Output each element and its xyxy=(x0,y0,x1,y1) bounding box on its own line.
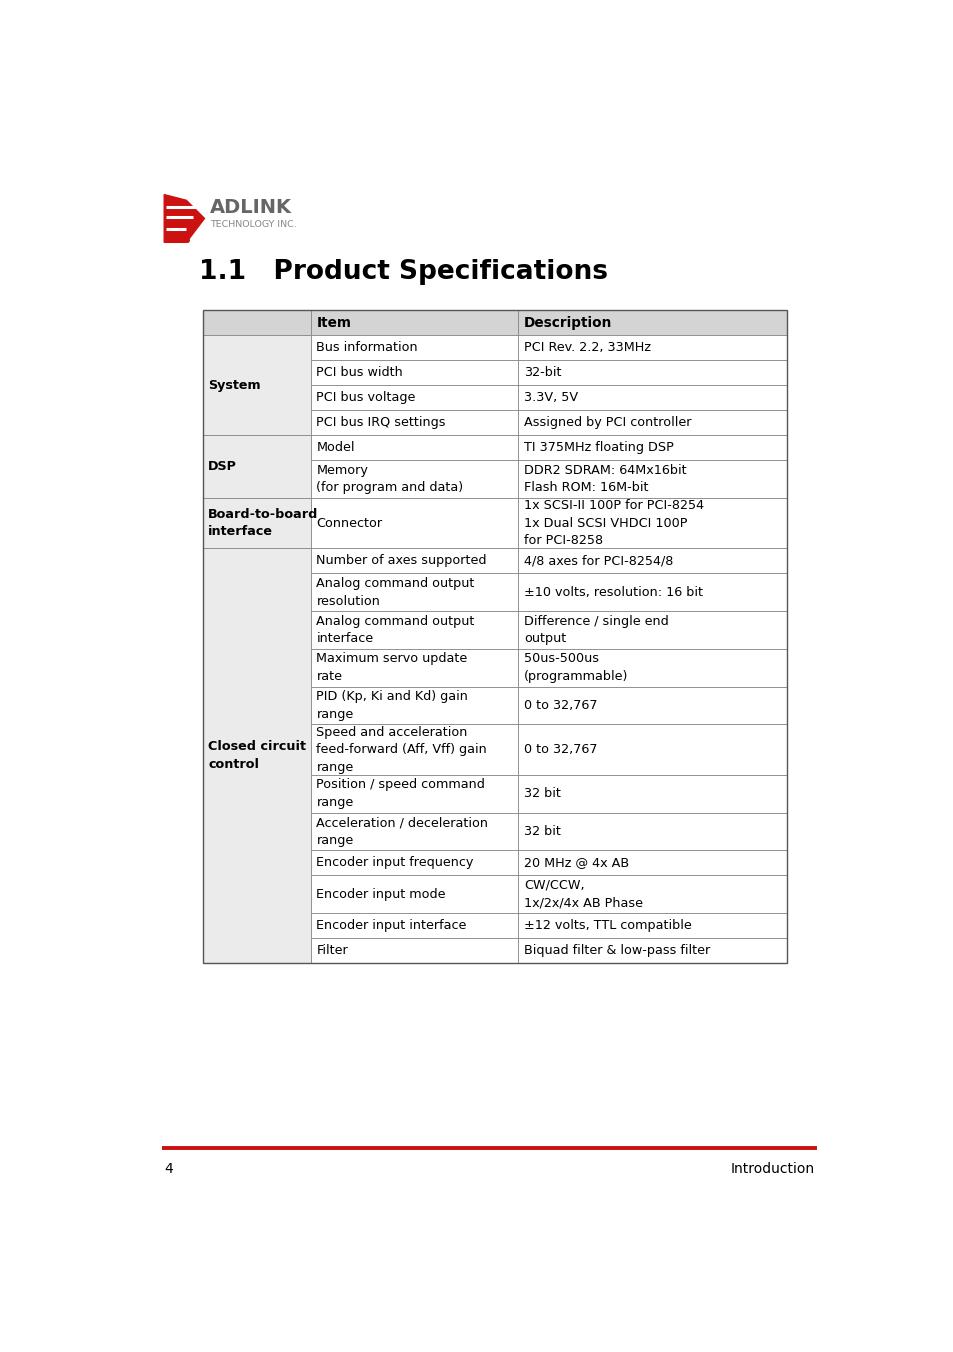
Text: Filter: Filter xyxy=(316,944,348,957)
Bar xyxy=(311,687,518,725)
Bar xyxy=(311,360,518,385)
Text: Memory
(for program and data): Memory (for program and data) xyxy=(316,464,463,495)
Text: 3.3V, 5V: 3.3V, 5V xyxy=(523,391,578,404)
Text: PCI bus width: PCI bus width xyxy=(316,366,403,379)
Bar xyxy=(518,875,786,913)
Bar xyxy=(311,913,518,938)
Bar xyxy=(311,611,518,649)
Text: CW/CCW,
1x/2x/4x AB Phase: CW/CCW, 1x/2x/4x AB Phase xyxy=(523,879,642,910)
Bar xyxy=(311,813,518,850)
Text: TECHNOLOGY INC.: TECHNOLOGY INC. xyxy=(210,219,296,228)
Text: ±10 volts, resolution: 16 bit: ±10 volts, resolution: 16 bit xyxy=(523,585,702,599)
Text: 1.1   Product Specifications: 1.1 Product Specifications xyxy=(199,258,607,284)
Text: Acceleration / deceleration
range: Acceleration / deceleration range xyxy=(316,817,488,846)
Bar xyxy=(518,725,786,775)
Text: Encoder input interface: Encoder input interface xyxy=(316,919,466,932)
Text: Number of axes supported: Number of axes supported xyxy=(316,554,486,568)
Text: 4: 4 xyxy=(164,1161,172,1176)
Bar xyxy=(518,310,786,335)
Bar xyxy=(203,335,311,435)
Bar xyxy=(518,649,786,687)
Text: PCI bus voltage: PCI bus voltage xyxy=(316,391,416,404)
Text: Position / speed command
range: Position / speed command range xyxy=(316,779,485,808)
Text: Encoder input mode: Encoder input mode xyxy=(316,888,445,900)
Text: Biquad filter & low-pass filter: Biquad filter & low-pass filter xyxy=(523,944,709,957)
Text: ADLINK: ADLINK xyxy=(210,199,292,218)
Text: PID (Kp, Ki and Kd) gain
range: PID (Kp, Ki and Kd) gain range xyxy=(316,691,468,721)
Bar xyxy=(518,460,786,498)
Bar xyxy=(311,775,518,813)
Polygon shape xyxy=(164,195,204,242)
Text: Encoder input frequency: Encoder input frequency xyxy=(316,856,474,869)
Text: Description: Description xyxy=(523,315,612,330)
Bar xyxy=(311,938,518,963)
Text: Bus information: Bus information xyxy=(316,341,417,354)
Bar xyxy=(518,687,786,725)
Text: DDR2 SDRAM: 64Mx16bit
Flash ROM: 16M-bit: DDR2 SDRAM: 64Mx16bit Flash ROM: 16M-bit xyxy=(523,464,686,495)
Bar xyxy=(203,435,311,498)
Bar xyxy=(311,410,518,435)
Bar xyxy=(518,611,786,649)
Bar xyxy=(203,310,311,335)
Text: System: System xyxy=(208,379,261,392)
Text: DSP: DSP xyxy=(208,460,237,473)
Text: 50us-500us
(programmable): 50us-500us (programmable) xyxy=(523,653,628,683)
Text: 4/8 axes for PCI-8254/8: 4/8 axes for PCI-8254/8 xyxy=(523,554,673,568)
Text: 32 bit: 32 bit xyxy=(523,825,560,838)
Text: PCI bus IRQ settings: PCI bus IRQ settings xyxy=(316,416,445,429)
Text: PCI Rev. 2.2, 33MHz: PCI Rev. 2.2, 33MHz xyxy=(523,341,650,354)
Bar xyxy=(203,310,786,963)
Bar xyxy=(311,725,518,775)
Bar xyxy=(518,850,786,875)
Text: 0 to 32,767: 0 to 32,767 xyxy=(523,744,597,756)
Bar xyxy=(518,498,786,549)
Bar xyxy=(311,385,518,410)
Bar xyxy=(203,498,311,549)
Bar xyxy=(311,573,518,611)
Text: Speed and acceleration
feed-forward (Aff, Vff) gain
range: Speed and acceleration feed-forward (Aff… xyxy=(316,726,487,773)
Text: 20 MHz @ 4x AB: 20 MHz @ 4x AB xyxy=(523,856,628,869)
Text: Model: Model xyxy=(316,441,355,454)
Text: 32 bit: 32 bit xyxy=(523,787,560,800)
Bar xyxy=(518,913,786,938)
Text: Analog command output
interface: Analog command output interface xyxy=(316,615,475,645)
Text: Connector: Connector xyxy=(316,516,382,530)
Text: Board-to-board
interface: Board-to-board interface xyxy=(208,508,318,538)
Bar xyxy=(518,360,786,385)
Bar xyxy=(518,938,786,963)
Bar xyxy=(311,850,518,875)
Bar xyxy=(518,335,786,360)
Bar xyxy=(311,498,518,549)
Text: 1x SCSI-II 100P for PCI-8254
1x Dual SCSI VHDCI 100P
for PCI-8258: 1x SCSI-II 100P for PCI-8254 1x Dual SCS… xyxy=(523,499,703,548)
Bar xyxy=(518,775,786,813)
Bar xyxy=(518,573,786,611)
Text: Assigned by PCI controller: Assigned by PCI controller xyxy=(523,416,691,429)
Text: Closed circuit
control: Closed circuit control xyxy=(208,741,306,771)
Bar xyxy=(311,435,518,460)
Text: Analog command output
resolution: Analog command output resolution xyxy=(316,577,475,607)
Bar xyxy=(518,435,786,460)
Bar xyxy=(518,813,786,850)
Bar xyxy=(311,875,518,913)
Bar xyxy=(518,385,786,410)
Bar xyxy=(311,310,518,335)
Bar xyxy=(203,549,311,963)
Text: 32-bit: 32-bit xyxy=(523,366,560,379)
Text: TI 375MHz floating DSP: TI 375MHz floating DSP xyxy=(523,441,673,454)
Text: Item: Item xyxy=(316,315,351,330)
Text: ±12 volts, TTL compatible: ±12 volts, TTL compatible xyxy=(523,919,691,932)
Bar xyxy=(311,460,518,498)
Text: Introduction: Introduction xyxy=(730,1161,815,1176)
Text: Maximum servo update
rate: Maximum servo update rate xyxy=(316,653,467,683)
Bar xyxy=(518,410,786,435)
Bar xyxy=(518,549,786,573)
Text: Difference / single end
output: Difference / single end output xyxy=(523,615,668,645)
Bar xyxy=(311,649,518,687)
Bar xyxy=(311,335,518,360)
Text: 0 to 32,767: 0 to 32,767 xyxy=(523,699,597,713)
Bar xyxy=(311,549,518,573)
